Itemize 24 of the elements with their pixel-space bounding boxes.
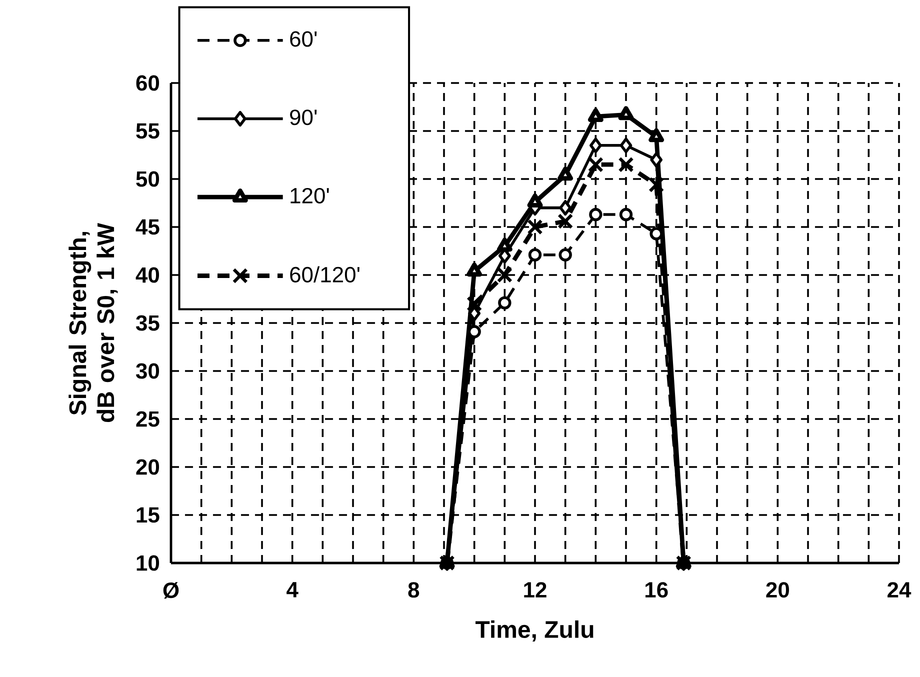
legend-label: 120' bbox=[290, 188, 329, 204]
x-axis-title: Time, Zulu bbox=[476, 620, 594, 642]
y-tick-label: 45 bbox=[136, 219, 160, 235]
y-tick-label: 55 bbox=[136, 123, 160, 139]
y-tick-label: 35 bbox=[136, 315, 160, 331]
y-tick-label: 40 bbox=[136, 267, 160, 283]
legend-label: 60' bbox=[290, 31, 317, 47]
legend-label: 90' bbox=[290, 110, 317, 126]
y-tick-label: 20 bbox=[136, 459, 160, 475]
y-tick-label: 15 bbox=[136, 507, 160, 523]
x-tick-label: Ø bbox=[163, 582, 179, 599]
x-tick-label: 12 bbox=[524, 582, 546, 598]
x-tick-label: 4 bbox=[286, 582, 298, 598]
y-tick-label: 60 bbox=[136, 75, 160, 91]
legend-label: 60/120' bbox=[290, 266, 360, 282]
y-tick-label: 50 bbox=[136, 171, 160, 187]
y-axis-title: Signal Strength, dB over S0, 1 kW bbox=[68, 223, 118, 422]
x-tick-label: 16 bbox=[645, 582, 668, 598]
x-tick-label: 20 bbox=[766, 582, 789, 598]
y-tick-label: 10 bbox=[136, 555, 160, 571]
y-tick-label: 25 bbox=[136, 411, 160, 427]
x-tick-label: 24 bbox=[888, 582, 912, 598]
y-tick-label: 30 bbox=[136, 363, 160, 379]
x-tick-label: 8 bbox=[408, 582, 420, 598]
